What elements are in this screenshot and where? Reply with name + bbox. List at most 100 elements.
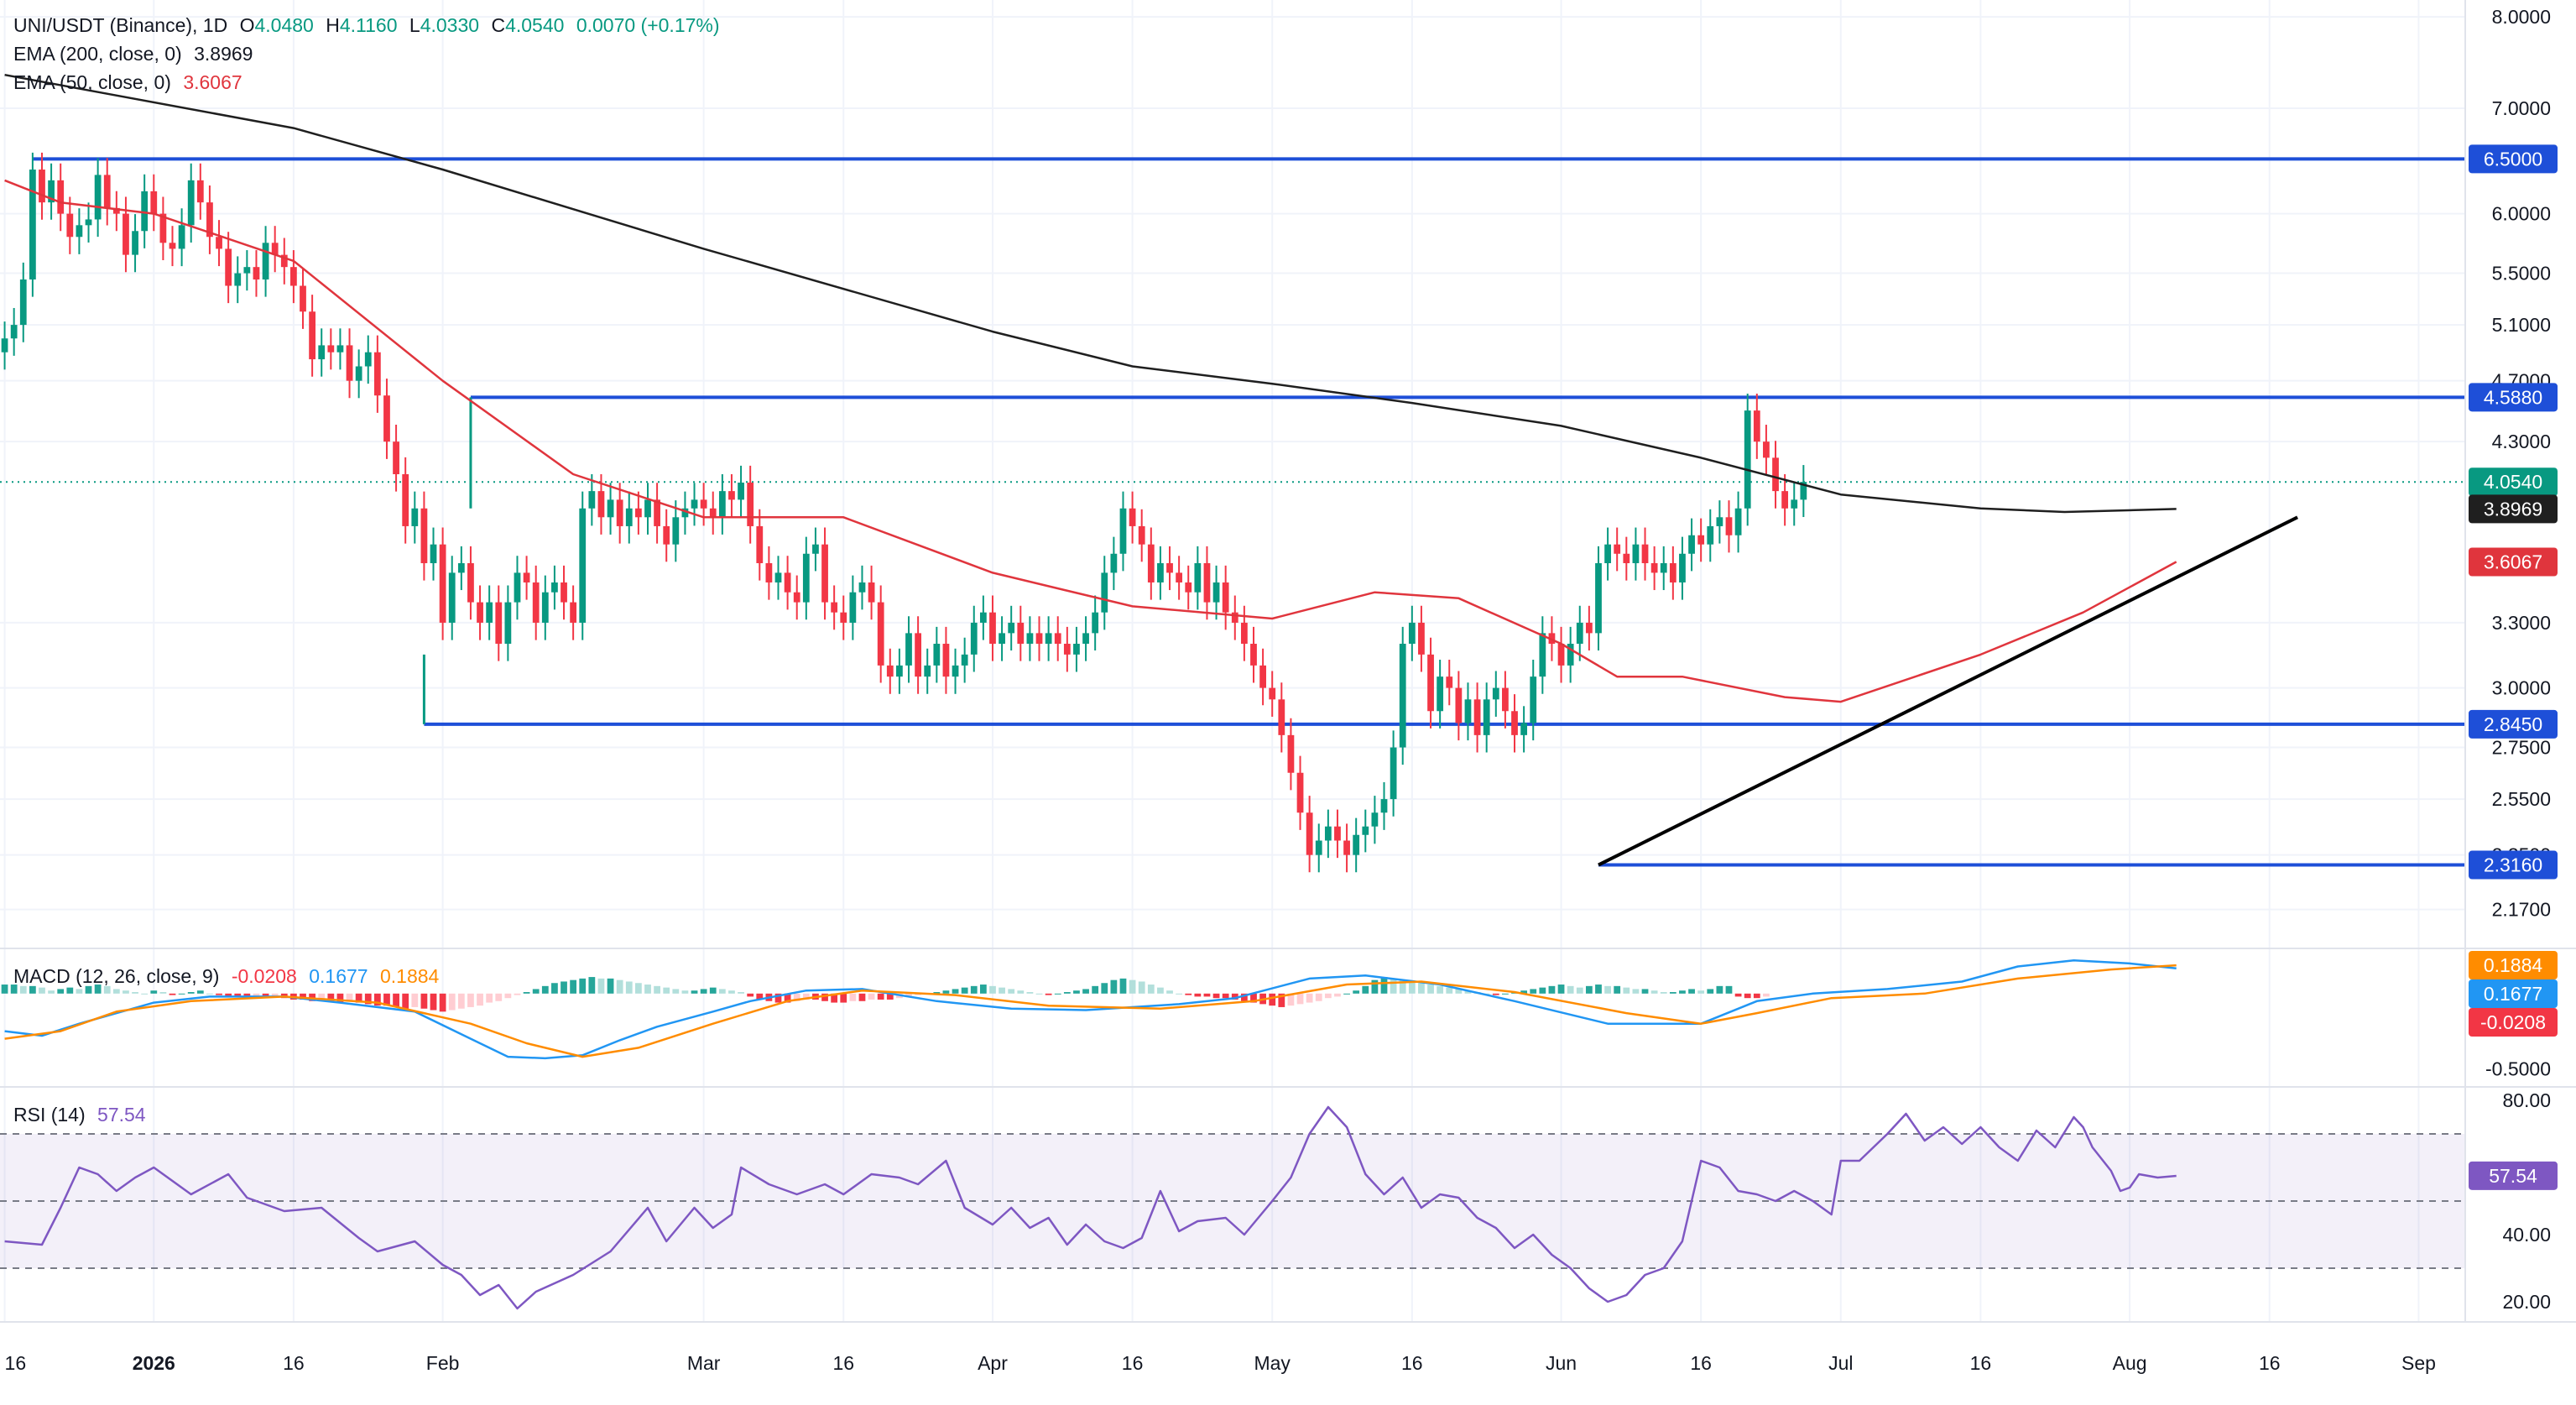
candle-body[interactable] [1791, 499, 1798, 509]
candle-body[interactable] [663, 525, 670, 545]
candle-body[interactable] [1092, 612, 1099, 634]
candle-body[interactable] [1697, 535, 1705, 545]
candle-body[interactable] [774, 572, 782, 582]
candle-body[interactable] [1157, 563, 1164, 582]
candle-body[interactable] [1026, 633, 1034, 645]
candle-body[interactable] [877, 602, 884, 666]
candle-body[interactable] [1212, 582, 1220, 603]
candle-body[interactable] [1614, 544, 1621, 554]
candle-body[interactable] [1623, 553, 1630, 564]
candle-body[interactable] [1334, 826, 1341, 841]
candle-body[interactable] [1176, 572, 1183, 582]
candle-body[interactable] [691, 499, 698, 509]
candle-body[interactable] [112, 207, 120, 214]
candle-body[interactable] [1660, 563, 1667, 573]
candle-body[interactable] [738, 483, 744, 500]
candle-body[interactable] [411, 508, 419, 526]
candle-body[interactable] [961, 654, 968, 666]
candle-body[interactable] [1324, 826, 1332, 841]
candle-body[interactable] [327, 345, 335, 353]
candle-body[interactable] [588, 491, 596, 509]
candle-body[interactable] [1595, 563, 1602, 634]
candle-body[interactable] [66, 213, 74, 238]
candle-body[interactable] [1734, 508, 1742, 535]
candle-body[interactable] [579, 508, 587, 623]
candle-body[interactable] [765, 563, 773, 582]
candle-body[interactable] [747, 483, 754, 526]
candle-body[interactable] [1147, 544, 1155, 582]
candle-body[interactable] [1650, 563, 1658, 573]
candle-body[interactable] [1380, 799, 1388, 813]
candle-body[interactable] [1418, 622, 1425, 655]
candle-body[interactable] [19, 279, 27, 326]
candle-body[interactable] [849, 592, 857, 623]
candle-body[interactable] [1119, 508, 1127, 554]
candle-body[interactable] [1707, 525, 1714, 545]
candle-body[interactable] [271, 243, 279, 255]
candle-body[interactable] [784, 572, 791, 593]
candle-body[interactable] [206, 202, 213, 238]
candle-body[interactable] [1250, 644, 1257, 666]
candle-body[interactable] [634, 508, 642, 518]
candle-body[interactable] [952, 665, 959, 677]
candle-body[interactable] [234, 273, 242, 286]
candle-body[interactable] [448, 572, 456, 623]
candle-body[interactable] [1744, 410, 1751, 509]
candle-body[interactable] [1641, 544, 1649, 564]
candle-body[interactable] [1446, 676, 1453, 688]
candle-body[interactable] [1054, 633, 1061, 645]
candle-body[interactable] [57, 180, 65, 214]
ema50-legend-label[interactable]: EMA (50, close, 0) [13, 71, 171, 93]
candle-body[interactable] [420, 508, 428, 564]
candle-body[interactable] [178, 225, 185, 249]
candle-body[interactable] [924, 665, 931, 677]
candle-body[interactable] [1306, 812, 1313, 855]
candle-body[interactable] [915, 633, 922, 677]
candle-body[interactable] [896, 665, 903, 677]
candle-body[interactable] [1669, 563, 1676, 582]
candle-body[interactable] [94, 175, 102, 220]
candle-body[interactable] [1408, 622, 1416, 645]
candle-body[interactable] [709, 508, 717, 518]
candle-body[interactable] [989, 612, 996, 645]
candle-body[interactable] [336, 345, 344, 353]
candle-body[interactable] [812, 544, 819, 554]
candle-body[interactable] [1585, 622, 1593, 634]
candle-body[interactable] [346, 345, 353, 381]
rsi-legend-label[interactable]: RSI (14) [13, 1104, 86, 1126]
candle-body[interactable] [1101, 572, 1108, 613]
candle-body[interactable] [1259, 665, 1266, 688]
candle-body[interactable] [1343, 840, 1350, 855]
candle-body[interactable] [905, 633, 912, 666]
candle-body[interactable] [1390, 747, 1397, 800]
candle-body[interactable] [1278, 699, 1285, 735]
candle-body[interactable] [457, 563, 465, 573]
candle-body[interactable] [1231, 612, 1238, 623]
candle-body[interactable] [1492, 687, 1499, 700]
candle-body[interactable] [355, 366, 362, 381]
candle-body[interactable] [1240, 622, 1248, 645]
candle-body[interactable] [1483, 699, 1490, 735]
candle-body[interactable] [1045, 633, 1052, 645]
candle-body[interactable] [48, 180, 55, 203]
candle-body[interactable] [141, 191, 149, 232]
candle-body[interactable] [1567, 644, 1574, 666]
candle-body[interactable] [253, 267, 260, 279]
candle-body[interactable] [821, 544, 828, 603]
candle-body[interactable] [196, 180, 204, 203]
candle-body[interactable] [1315, 840, 1322, 855]
candle-body[interactable] [1781, 491, 1789, 509]
candle-body[interactable] [1800, 482, 1807, 500]
candle-body[interactable] [607, 499, 614, 518]
candle-body[interactable] [1725, 517, 1733, 535]
candle-body[interactable] [103, 175, 111, 208]
candle-body[interactable] [1464, 699, 1472, 723]
candle-body[interactable] [169, 243, 176, 249]
candle-body[interactable] [123, 213, 129, 255]
candle-body[interactable] [625, 508, 633, 526]
candle-body[interactable] [1185, 582, 1192, 593]
candle-body[interactable] [1716, 517, 1723, 526]
candle-body[interactable] [1604, 544, 1611, 564]
candle-body[interactable] [1035, 633, 1043, 645]
